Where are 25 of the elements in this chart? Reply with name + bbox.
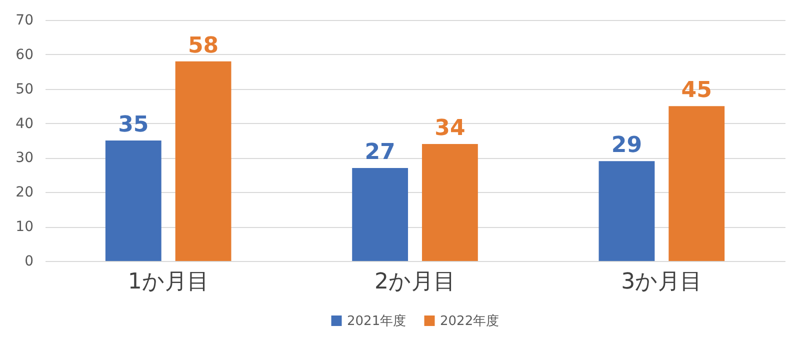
data-label: 34	[434, 116, 466, 141]
data-label: 35	[118, 112, 149, 138]
data-label: 45	[681, 78, 712, 104]
bar	[105, 140, 162, 261]
y-tick-label: 60	[16, 46, 34, 63]
bar	[175, 61, 232, 261]
bar	[352, 168, 408, 261]
bar	[422, 144, 478, 261]
y-tick-label: 30	[16, 150, 34, 166]
bar	[668, 106, 725, 261]
data-label: 27	[364, 140, 396, 166]
x-tick-label: 1か月目	[128, 270, 209, 294]
data-label: 58	[188, 33, 219, 58]
y-tick-label: 20	[16, 184, 34, 201]
x-tick-label: 3か月目	[621, 270, 702, 294]
y-tick-label: 70	[16, 12, 34, 28]
y-tick-label: 50	[16, 81, 34, 98]
legend-label: 2021年度	[347, 312, 406, 329]
y-tick-label: 40	[16, 116, 34, 132]
y-tick-label: 0	[24, 254, 34, 270]
y-tick-label: 10	[16, 219, 34, 236]
data-label: 29	[611, 133, 642, 158]
x-tick-label: 2か月目	[374, 270, 456, 294]
legend-label: 2022年度	[440, 312, 500, 329]
bar	[598, 161, 655, 261]
